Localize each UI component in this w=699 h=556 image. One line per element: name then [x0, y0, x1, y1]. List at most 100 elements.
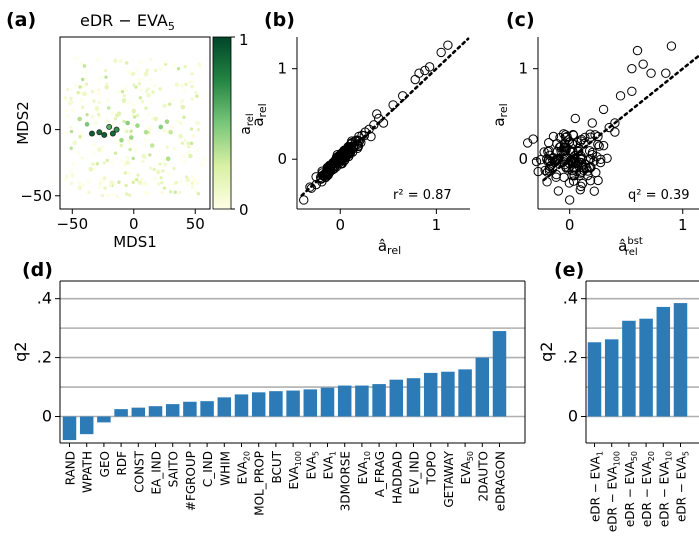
scatter-point: [305, 182, 315, 192]
bar: [492, 331, 507, 417]
scatter-point: [95, 57, 100, 61]
panel-d-letter: (d): [22, 259, 53, 281]
scatter-point: [162, 103, 167, 109]
scatter-point: [146, 92, 151, 98]
scatter-point: [594, 141, 604, 151]
bar: [372, 384, 386, 417]
scatter-point: [195, 120, 201, 126]
scatter-point: [105, 158, 110, 163]
scatter-point: [87, 190, 91, 195]
scatter-point: [558, 129, 569, 139]
scatter-point: [110, 192, 114, 197]
scatter-point: [65, 174, 69, 179]
scatter-point: [163, 157, 167, 161]
scatter-point: [131, 103, 136, 107]
scatter-point: [610, 127, 620, 137]
scatter-point: [77, 185, 82, 191]
scatter-point: [593, 131, 603, 142]
scatter-point: [70, 108, 75, 112]
scatter-point: [577, 178, 588, 189]
scatter-point: [576, 181, 586, 192]
scatter-point: [165, 145, 169, 149]
scatter-point: [436, 47, 446, 58]
scatter-point: [94, 106, 100, 111]
scatter-point: [120, 90, 125, 94]
bar: [337, 385, 352, 417]
bar: [217, 397, 232, 417]
scatter-point: [92, 167, 97, 171]
x-tick-label: EVA100: [287, 451, 303, 490]
scatter-point: [354, 136, 365, 146]
scatter-point: [559, 172, 569, 183]
scatter-point: [118, 59, 123, 63]
scatter-point: [316, 174, 326, 184]
scatter-point: [184, 144, 188, 148]
scatter-point: [161, 169, 165, 173]
panel-c-letter: (c): [506, 9, 535, 31]
scatter-point: [69, 125, 73, 130]
scatter-point: [138, 60, 143, 64]
scatter-point: [135, 123, 140, 128]
panel-a-letter: (a): [6, 9, 36, 31]
scatter-point: [627, 63, 637, 74]
scatter-point: [148, 128, 152, 132]
scatter-point: [567, 156, 578, 166]
scatter-point: [182, 115, 186, 119]
scatter-point: [91, 115, 95, 119]
scatter-point: [337, 159, 347, 169]
scatter-point: [94, 121, 98, 125]
bar: [604, 339, 619, 417]
scatter-point: [91, 162, 95, 166]
scatter-point: [125, 155, 130, 160]
scatter-point: [160, 190, 164, 195]
scatter-point: [190, 174, 194, 179]
scatter-point: [80, 61, 84, 66]
scatter-point: [96, 88, 101, 92]
scatter-point: [158, 124, 164, 130]
scatter-point: [69, 129, 74, 134]
scatter-point: [90, 89, 95, 94]
scatter-point: [149, 100, 153, 105]
scatter-point: [158, 87, 162, 91]
scatter-point: [69, 96, 73, 101]
bar: [303, 389, 318, 417]
panel-c-scatter: 0 1 0 1 q² = 0.39 arel âbst rel: [490, 37, 699, 258]
scatter-point: [73, 83, 78, 88]
scatter-point: [69, 181, 74, 185]
fit-annotation: q² = 0.39: [628, 188, 690, 203]
y-axis-label: q2: [11, 342, 30, 362]
scatter-point: [131, 108, 137, 114]
bar: [97, 416, 111, 423]
scatter-point: [168, 190, 173, 194]
scatter-point: [97, 115, 101, 120]
scatter-point: [76, 151, 81, 155]
scatter-point: [200, 162, 204, 167]
scatter-point: [587, 149, 597, 160]
scatter-point: [410, 74, 420, 85]
bar: [269, 391, 283, 417]
colorbar-tick-label: 0: [239, 201, 249, 219]
scatter-point: [125, 61, 129, 65]
scatter-point: [196, 181, 200, 185]
scatter-point: [339, 155, 350, 166]
scatter-point: [122, 127, 127, 132]
scatter-point: [627, 86, 637, 97]
scatter-point: [102, 161, 106, 165]
scatter-point: [420, 65, 430, 76]
x-tick-label: eDR − EVA1: [589, 451, 605, 522]
bar: [165, 404, 180, 417]
scatter-point: [107, 106, 111, 110]
scatter-point: [125, 129, 129, 134]
scatter-point: [193, 179, 197, 184]
scatter-point: [359, 130, 369, 141]
scatter-point: [182, 89, 186, 93]
scatter-point: [202, 157, 206, 162]
scatter-point: [127, 171, 132, 175]
scatter-point: [71, 162, 75, 167]
scatter-point: [545, 161, 555, 172]
scatter-point: [553, 186, 564, 196]
scatter-point: [548, 131, 559, 142]
scatter-point: [543, 156, 553, 166]
scatter-point: [159, 176, 163, 180]
